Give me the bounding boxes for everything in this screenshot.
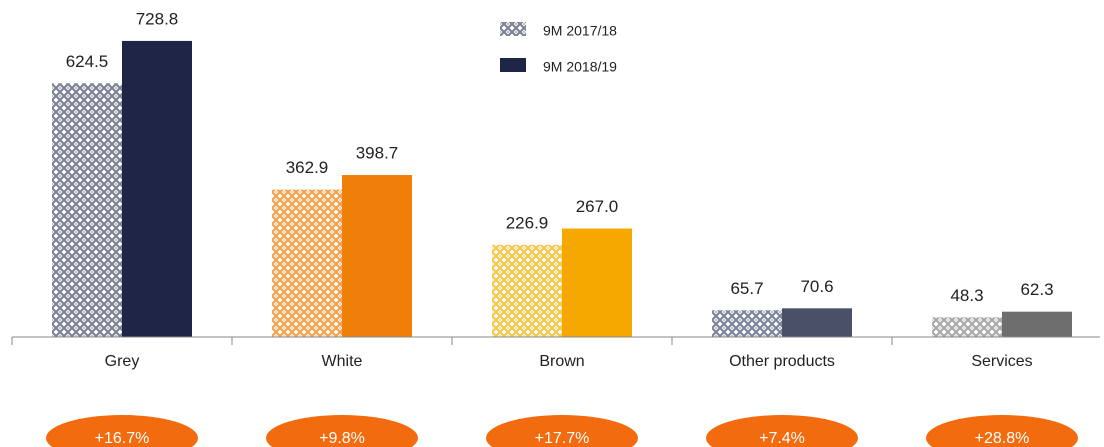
x-tick-label: Brown — [539, 353, 584, 370]
growth-label: +16.7% — [95, 430, 150, 447]
bar — [122, 40, 192, 338]
bar — [272, 189, 342, 337]
growth-badge — [706, 415, 858, 447]
value-label: 624.5 — [66, 52, 109, 71]
bar — [492, 244, 562, 337]
x-tick-label: Grey — [105, 353, 140, 370]
value-label: 226.9 — [506, 213, 549, 232]
bar — [712, 310, 782, 337]
growth-badge — [486, 415, 638, 447]
x-tick-label: Other products — [729, 353, 835, 370]
legend-label: 9M 2018/19 — [543, 59, 617, 75]
x-tick-label: White — [322, 353, 363, 370]
bar — [782, 308, 852, 337]
value-label: 65.7 — [730, 279, 763, 298]
growth-badge — [266, 415, 418, 447]
growth-badge — [46, 415, 198, 447]
legend-label: 9M 2017/18 — [543, 23, 617, 39]
value-label: 267.0 — [576, 197, 619, 216]
legend-swatch — [500, 58, 526, 72]
growth-label: +17.7% — [535, 430, 590, 447]
bar — [1002, 311, 1072, 337]
bar — [52, 83, 122, 337]
growth-label: +28.8% — [975, 430, 1030, 447]
value-label: 728.8 — [136, 9, 179, 28]
bar — [562, 228, 632, 337]
value-label: 48.3 — [950, 286, 983, 305]
bar — [342, 175, 412, 337]
growth-label: +9.8% — [319, 430, 365, 447]
value-label: 70.6 — [800, 277, 833, 296]
value-label: 62.3 — [1020, 280, 1053, 299]
value-label: 362.9 — [286, 158, 329, 177]
x-tick-label: Services — [971, 353, 1032, 370]
growth-label: +7.4% — [759, 430, 805, 447]
value-label: 398.7 — [356, 144, 399, 163]
growth-badge — [926, 415, 1078, 447]
bar — [932, 317, 1002, 337]
legend-swatch — [500, 22, 526, 36]
